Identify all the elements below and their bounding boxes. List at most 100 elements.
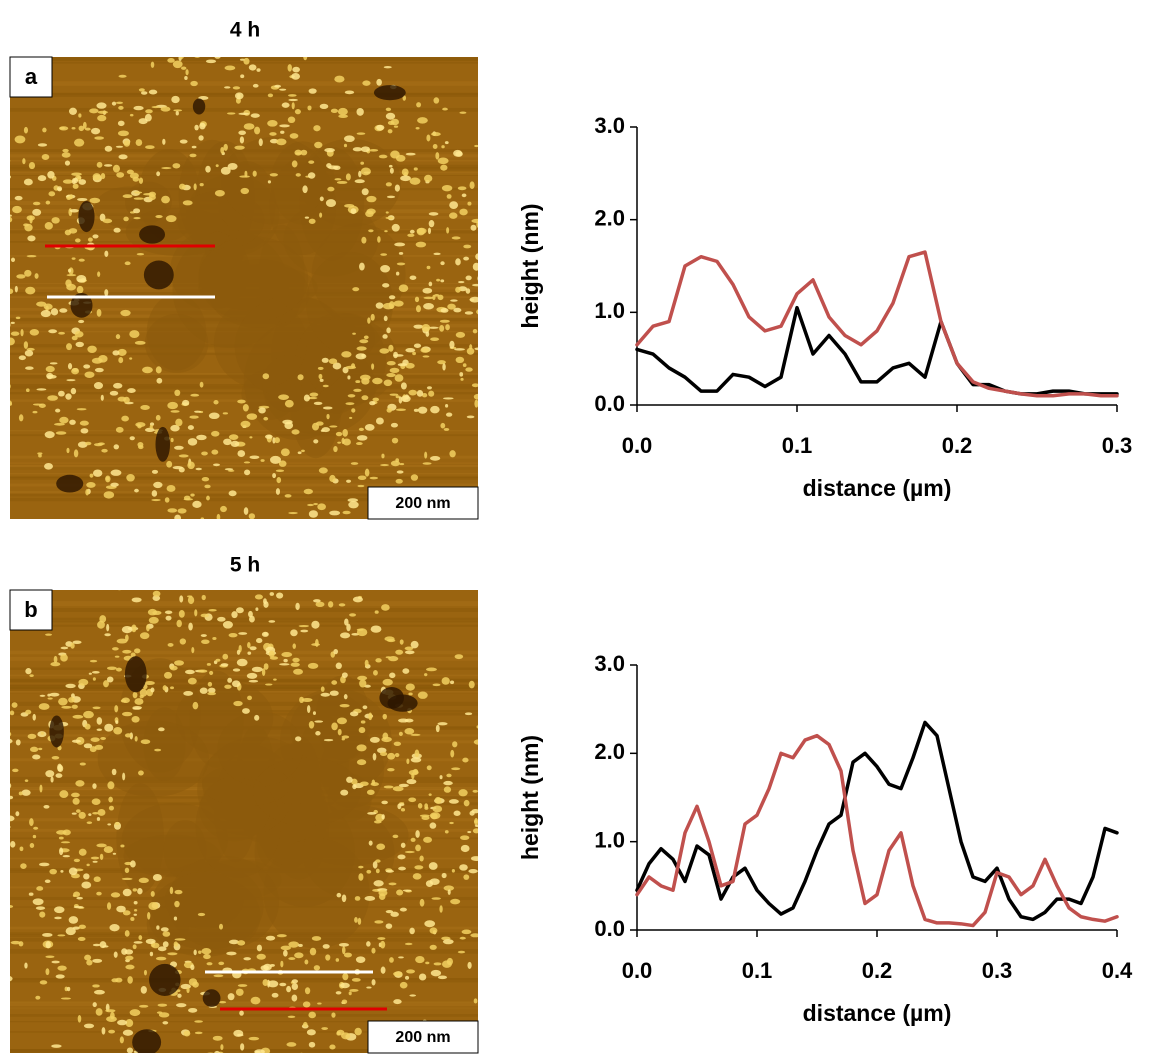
texture [496, 323, 501, 327]
texture [481, 919, 490, 927]
texture [251, 666, 263, 673]
texture [133, 105, 144, 111]
texture [335, 662, 342, 670]
texture [73, 449, 79, 458]
texture [39, 980, 48, 985]
texture [191, 646, 195, 654]
texture [138, 1004, 149, 1008]
texture [190, 493, 195, 497]
texture [243, 957, 251, 961]
texture [335, 991, 342, 995]
texture [122, 888, 132, 897]
texture [110, 892, 121, 898]
texture [396, 262, 406, 266]
texture [93, 876, 101, 883]
texture [263, 963, 272, 971]
texture [506, 929, 515, 933]
texture [385, 216, 394, 220]
texture [347, 498, 359, 503]
texture [110, 469, 122, 476]
texture [365, 210, 374, 218]
texture [500, 231, 509, 235]
texture [151, 469, 159, 474]
texture [206, 662, 212, 666]
texture [10, 656, 478, 661]
texture [118, 105, 124, 110]
texture [389, 672, 396, 679]
texture [234, 145, 245, 150]
texture [440, 261, 445, 266]
texture [0, 349, 4, 353]
texture [71, 335, 78, 341]
texture [111, 768, 117, 776]
texture [404, 850, 415, 854]
texture [166, 460, 173, 468]
texture [184, 75, 188, 81]
texture [447, 889, 451, 895]
texture [66, 274, 77, 277]
texture [130, 860, 136, 868]
texture [377, 236, 381, 243]
texture [462, 757, 469, 763]
texture [199, 381, 204, 388]
texture [133, 197, 144, 200]
panel-label: b [24, 597, 37, 622]
texture [405, 362, 415, 369]
texture [10, 81, 478, 85]
data-line [635, 250, 1119, 398]
texture [181, 66, 187, 70]
texture [71, 257, 76, 260]
texture [494, 782, 500, 789]
texture [10, 214, 12, 217]
texture [96, 717, 103, 725]
texture [359, 262, 365, 271]
texture [71, 704, 78, 709]
texture [78, 924, 86, 930]
texture [358, 726, 366, 734]
texture [10, 430, 478, 432]
texture [351, 633, 360, 636]
texture [97, 720, 209, 797]
texture [432, 683, 441, 687]
texture [39, 862, 50, 867]
texture [242, 404, 249, 412]
texture [107, 781, 115, 790]
texture [10, 978, 478, 980]
texture [224, 468, 234, 471]
texture [145, 145, 155, 150]
texture [291, 160, 298, 168]
texture [355, 956, 366, 963]
texture [41, 153, 50, 161]
texture [10, 1001, 478, 1003]
texture [385, 182, 392, 187]
texture [121, 948, 128, 955]
texture [359, 374, 371, 381]
texture [114, 655, 120, 658]
texture [110, 482, 119, 487]
texture [269, 173, 278, 177]
texture [383, 66, 392, 69]
texture [483, 241, 490, 247]
texture [92, 677, 96, 681]
texture [124, 656, 147, 693]
texture [449, 212, 458, 219]
texture [409, 927, 415, 935]
texture [139, 688, 148, 697]
texture [175, 38, 185, 45]
texture [220, 146, 225, 154]
texture [450, 299, 458, 302]
texture [19, 846, 24, 852]
texture [342, 429, 348, 437]
texture [304, 959, 309, 965]
texture [385, 107, 392, 112]
texture [463, 244, 472, 249]
texture [138, 445, 144, 450]
texture [504, 250, 512, 257]
texture [506, 366, 513, 371]
texture [193, 949, 197, 956]
texture [428, 862, 438, 870]
texture [90, 856, 100, 860]
texture [123, 140, 131, 147]
texture [466, 347, 475, 355]
texture [273, 678, 277, 681]
